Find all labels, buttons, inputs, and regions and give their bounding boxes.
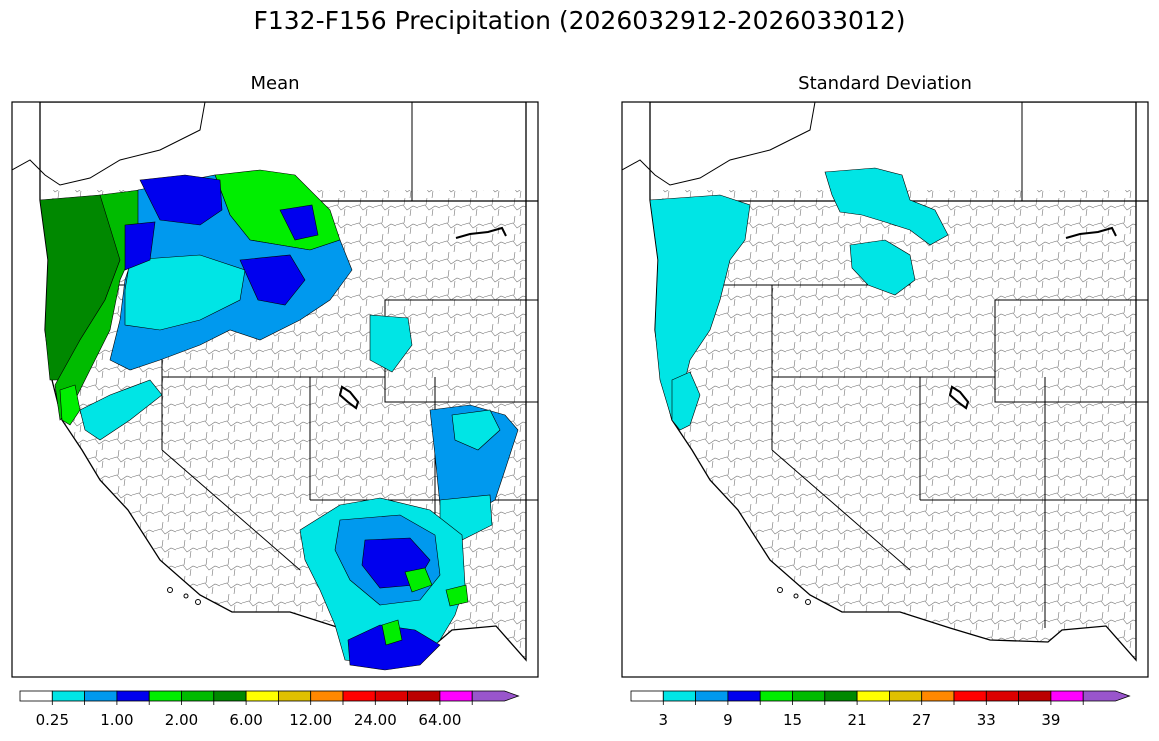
mean-colorbar-swatch xyxy=(19,690,53,702)
stddev-region-oregon-cyan xyxy=(671,371,701,431)
mean-map-panel xyxy=(12,102,538,671)
stddev-colorbar-swatch xyxy=(1050,690,1084,702)
mean-colorbar-tick-label: 0.25 xyxy=(36,711,69,729)
mean-colorbar-swatch xyxy=(374,690,408,702)
stddev-map-panel xyxy=(622,102,1148,661)
stddev-region-montana-cyan xyxy=(849,239,916,296)
mean-colorbar-swatch xyxy=(51,690,85,702)
stddev-colorbar-tick-label: 15 xyxy=(783,711,802,729)
mean-colorbar-swatch xyxy=(148,690,182,702)
stddev-colorbar-swatch xyxy=(759,690,793,702)
stddev-colorbar-swatch xyxy=(1018,690,1052,702)
mean-colorbar-swatch xyxy=(213,690,247,702)
mean-colorbar-tick-label: 24.00 xyxy=(354,711,397,729)
mean-region-idaho-cyan xyxy=(124,254,246,331)
mean-colorbar: 0.25 1.00 2.00 6.00 12.00 24.00 64.00 xyxy=(19,690,520,729)
stddev-colorbar-swatch xyxy=(662,690,696,702)
mean-colorbar-swatch xyxy=(439,690,473,702)
mean-region-rockies-core-3 xyxy=(124,221,156,271)
mean-colorbar-swatch xyxy=(181,690,215,702)
mean-map-frame xyxy=(11,101,539,678)
figure-title: F132-F156 Precipitation (2026032912-2026… xyxy=(253,6,906,35)
mean-region-southwest-green-3 xyxy=(381,619,403,646)
mean-region-southwest-green-1 xyxy=(404,567,433,593)
mean-colorbar-swatch xyxy=(116,690,150,702)
stddev-colorbar-swatch xyxy=(630,690,664,702)
stddev-colorbar-swatch xyxy=(953,690,987,702)
stddev-colorbar-tick-label: 33 xyxy=(977,711,996,729)
mean-colorbar-swatch xyxy=(342,690,376,702)
stddev-colorbar-swatch xyxy=(856,690,890,702)
stddev-region-north-idaho xyxy=(824,167,949,246)
mean-colorbar-swatch xyxy=(310,690,344,702)
mean-colorbar-swatch xyxy=(245,690,279,702)
mean-colorbar-swatch xyxy=(471,690,520,702)
mean-colorbar-swatch xyxy=(407,690,441,702)
stddev-colorbar-swatch xyxy=(824,690,858,702)
mean-colorbar-swatch xyxy=(84,690,118,702)
stddev-panel-title: Standard Deviation xyxy=(798,73,972,94)
stddev-colorbar-swatch xyxy=(985,690,1019,702)
stddev-colorbar-tick-label: 9 xyxy=(723,711,733,729)
mean-region-rockies-core-4 xyxy=(279,204,319,241)
stddev-colorbar-swatch xyxy=(695,690,729,702)
stddev-colorbar-tick-label: 39 xyxy=(1041,711,1060,729)
stddev-colorbar-swatch xyxy=(889,690,923,702)
stddev-colorbar-tick-label: 3 xyxy=(659,711,669,729)
mean-region-oregon-green-patch xyxy=(59,384,81,426)
mean-region-rockies-core-1 xyxy=(139,174,223,226)
mean-colorbar-tick-label: 2.00 xyxy=(165,711,198,729)
stddev-colorbar-swatch xyxy=(727,690,761,702)
stddev-colorbar-tick-label: 21 xyxy=(848,711,867,729)
mean-colorbar-tick-label: 6.00 xyxy=(229,711,262,729)
mean-colorbar-tick-label: 1.00 xyxy=(100,711,133,729)
stddev-colorbar: 3 9 15 21 27 33 39 xyxy=(630,690,1131,729)
mean-colorbar-swatch xyxy=(277,690,312,702)
mean-panel-title: Mean xyxy=(250,73,300,94)
mean-region-wyoming-cyan xyxy=(369,314,413,373)
mean-region-oregon-cyan xyxy=(79,379,163,441)
mean-region-colorado-cyan xyxy=(451,409,501,451)
stddev-colorbar-swatch xyxy=(921,690,955,702)
mean-region-rockies-core-2 xyxy=(239,254,306,306)
stddev-colorbar-swatch xyxy=(792,690,826,702)
mean-colorbar-tick-label: 12.00 xyxy=(289,711,332,729)
stddev-region-pnw-coast xyxy=(649,194,751,421)
stddev-colorbar-tick-label: 27 xyxy=(912,711,931,729)
stddev-map-frame xyxy=(621,101,1149,678)
stddev-colorbar-swatch xyxy=(1082,690,1131,702)
mean-colorbar-tick-label: 64.00 xyxy=(418,711,461,729)
mean-region-southwest-green-2 xyxy=(445,584,469,607)
